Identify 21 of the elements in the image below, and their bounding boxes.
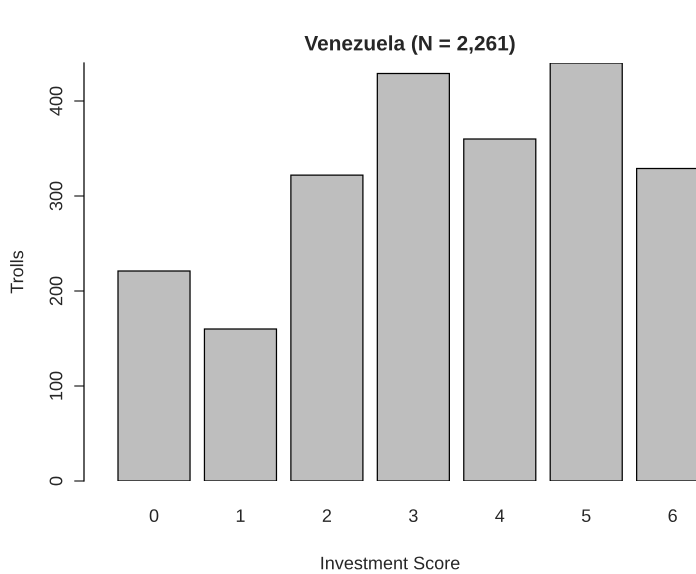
x-tick-label: 5 [582,509,590,522]
bar [463,138,536,481]
y-tick-label: 200 [50,276,62,306]
x-axis-title: Investment Score [321,556,460,570]
bar [117,270,191,481]
y-tick-label: 400 [50,86,62,116]
bar [550,63,623,481]
y-tick-label: 100 [50,372,62,400]
x-tick-label: 2 [322,509,332,522]
bar [290,174,364,481]
x-tick-label: 6 [668,509,677,522]
bar [376,72,450,481]
x-tick-label: 1 [236,509,245,522]
x-tick-label: 0 [150,509,158,522]
y-axis-title: Trolls [10,250,24,294]
bar [204,328,278,481]
y-tick-label: 300 [50,182,62,210]
x-tick-label: 3 [409,509,418,522]
y-tick-label: 0 [50,476,62,486]
chart-title: Venezuela (N = 2,261) [304,35,515,55]
x-tick-label: 4 [495,509,504,522]
